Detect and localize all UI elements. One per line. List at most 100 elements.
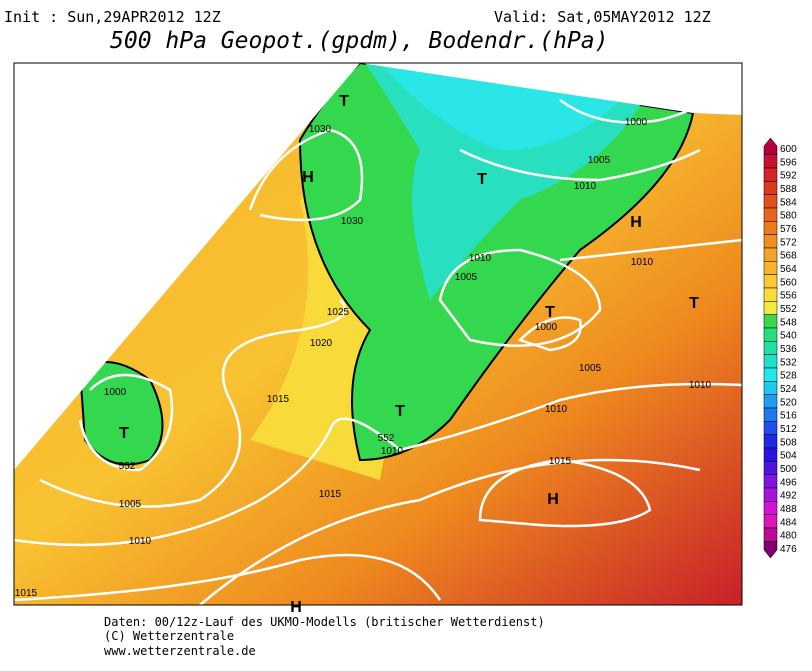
colorbar-label: 580	[780, 211, 797, 222]
isobar-label: 1000	[625, 117, 648, 128]
colorbar-label: 592	[780, 171, 797, 182]
isobar-label: 1015	[267, 394, 290, 405]
colorbar-swatch	[763, 154, 778, 169]
colorbar-swatch	[763, 314, 778, 329]
pressure-center: T	[119, 425, 129, 442]
colorbar-label: 504	[780, 451, 797, 462]
colorbar-swatch	[763, 261, 778, 275]
isobar-label: 1010	[631, 257, 654, 268]
isobar-label: 552	[119, 461, 136, 472]
isobar-label: 1020	[310, 338, 333, 349]
colorbar-label: 548	[780, 317, 797, 328]
map	[14, 63, 742, 605]
colorbar-label: 564	[780, 264, 797, 275]
colorbar-label: 480	[780, 531, 797, 542]
colorbar-swatch	[763, 341, 778, 355]
isobar-label: 1005	[588, 155, 611, 166]
colorbar-label: 488	[780, 504, 797, 515]
isobar-label: 1000	[535, 322, 558, 333]
colorbar-cap	[763, 541, 778, 559]
colorbar-swatch	[763, 514, 778, 529]
colorbar-label: 500	[780, 464, 797, 475]
colorbar-label: 560	[780, 277, 797, 288]
colorbar-swatch	[763, 181, 778, 195]
isobar-label: 1005	[579, 363, 602, 374]
colorbar-swatch	[763, 487, 778, 502]
colorbar-label: 528	[780, 371, 797, 382]
colorbar-label: 556	[780, 291, 797, 302]
colorbar-label: 476	[780, 544, 797, 555]
colorbar-swatch	[763, 207, 778, 222]
valid-time: Valid: Sat,05MAY2012 12Z	[494, 8, 711, 26]
field-green	[298, 63, 695, 462]
colorbar-cap	[763, 137, 778, 155]
colorbar-swatch	[763, 234, 778, 249]
init-time: Init : Sun,29APR2012 12Z	[4, 8, 221, 26]
map-frame	[13, 62, 743, 606]
colorbar-label: 484	[780, 517, 797, 528]
isobar-label: 1010	[545, 404, 568, 415]
isobar-label: 1025	[327, 307, 350, 318]
pressure-center: H	[302, 169, 314, 186]
colorbar-label: 492	[780, 491, 797, 502]
colorbar-swatch	[763, 527, 778, 542]
colorbar-label: 532	[780, 357, 797, 368]
footer-line: Daten: 00/12z-Lauf des UKMO-Modells (bri…	[104, 615, 545, 629]
colorbar-label: 584	[780, 197, 797, 208]
pressure-center: T	[689, 295, 699, 312]
outside-domain	[14, 63, 742, 470]
pressure-center: T	[339, 93, 349, 110]
colorbar-label: 576	[780, 224, 797, 235]
isobar-label: 1010	[129, 536, 152, 547]
isobar-label: 1030	[341, 216, 364, 227]
isobar-label: 1015	[549, 456, 572, 467]
colorbar-label: 600	[780, 144, 797, 155]
colorbar-label: 496	[780, 477, 797, 488]
isobar-label: 1030	[309, 124, 332, 135]
colorbar-swatch	[763, 327, 778, 342]
isobar-label: 1010	[689, 380, 712, 391]
colorbar-swatch	[763, 474, 778, 489]
isobar-label: 1000	[104, 387, 127, 398]
isobars	[14, 89, 742, 605]
colorbar-swatch	[763, 247, 778, 262]
colorbar-label: 524	[780, 384, 797, 395]
colorbar-swatch	[763, 167, 778, 182]
isobar-label: 1010	[574, 181, 597, 192]
colorbar-label: 508	[780, 437, 797, 448]
colorbar-swatch	[763, 274, 778, 289]
isobar-label: 552	[378, 433, 395, 444]
low-green	[78, 361, 164, 466]
colorbar-swatch	[763, 354, 778, 369]
colorbar-label: 520	[780, 397, 797, 408]
colorbar-swatch	[763, 407, 778, 422]
colorbar-swatch	[763, 434, 778, 449]
colorbar-swatch	[763, 287, 778, 302]
pressure-center: T	[395, 403, 405, 420]
colorbar-swatch	[763, 221, 778, 235]
colorbar-label: 536	[780, 344, 797, 355]
colorbar-label: 572	[780, 237, 797, 248]
colorbar-swatch	[763, 194, 778, 209]
colorbar-swatch	[763, 394, 778, 409]
isobar-label: 1010	[469, 253, 492, 264]
colorbar-label: 568	[780, 251, 797, 262]
colorbar-label: 552	[780, 304, 797, 315]
isobar-label: 1010	[381, 446, 404, 457]
pressure-center: H	[547, 491, 559, 508]
footer-line: www.wetterzentrale.de	[104, 644, 256, 658]
colorbar-swatch	[763, 367, 778, 382]
colorbar-label: 540	[780, 331, 797, 342]
field-cyan	[380, 63, 620, 150]
colorbar-swatch	[763, 381, 778, 395]
isobar-label: 1015	[15, 588, 38, 599]
isobar-label: 1015	[319, 489, 342, 500]
colorbar-swatch	[763, 501, 778, 515]
colorbar-label: 512	[780, 424, 797, 435]
colorbar-swatch	[763, 421, 778, 435]
colorbar-swatch	[763, 447, 778, 462]
colorbar-label: 516	[780, 411, 797, 422]
map-title: 500 hPa Geopot.(gpdm), Bodendr.(hPa)	[110, 28, 609, 54]
pressure-center: T	[477, 171, 487, 188]
